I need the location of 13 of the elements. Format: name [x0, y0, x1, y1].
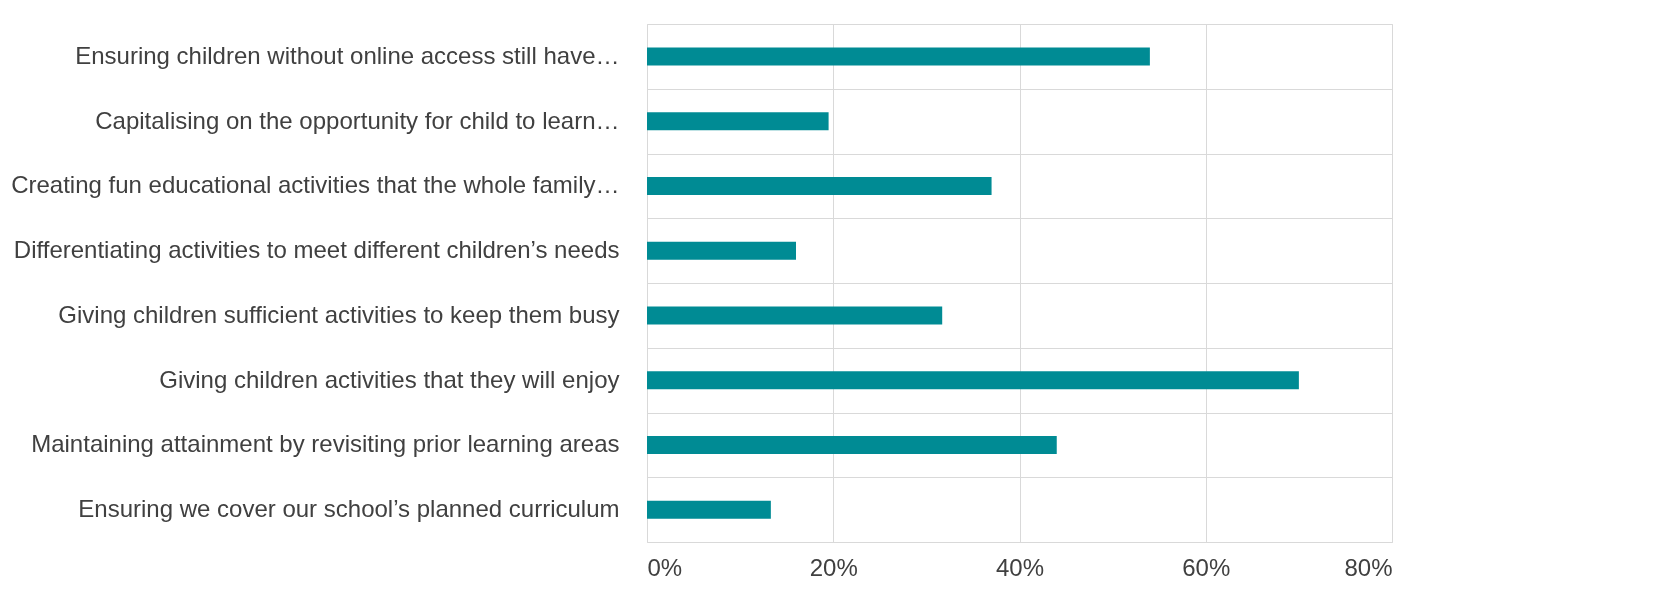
x-tick-label: 0% — [647, 553, 683, 581]
x-tick-label: 20% — [809, 553, 858, 581]
x-tick-label: 80% — [1344, 553, 1393, 581]
y-tick-label: Ensuring we cover our school’s planned curriculum — [78, 495, 620, 523]
y-tick-label: Giving children sufficient activities to keep them busy — [58, 300, 620, 328]
y-tick-label: Capitalising on the opportunity for child to learn… — [95, 106, 620, 134]
y-tick-label: Creating fun educational activities that the whole family… — [11, 171, 620, 199]
y-tick-label: Differentiating activities to meet different children’s needs — [13, 236, 620, 264]
x-tick-label: 60% — [1182, 553, 1231, 581]
x-tick-label: 40% — [995, 553, 1045, 581]
y-tick-label: Ensuring children without online access still have… — [75, 41, 620, 69]
y-tick-label: Giving children activities that they will enjoy — [159, 365, 620, 393]
y-tick-label: Maintaining attainment by revisiting prior learning areas — [31, 430, 620, 458]
